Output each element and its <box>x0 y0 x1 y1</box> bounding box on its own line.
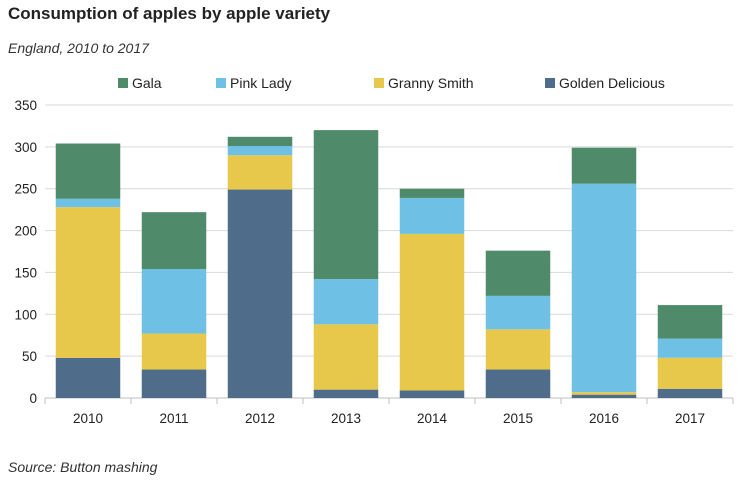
bar-granny-smith-2014 <box>399 233 465 391</box>
y-tick-label: 350 <box>14 98 37 113</box>
bar-golden-delicious-2012 <box>227 189 293 398</box>
bar-golden-delicious-2011 <box>141 369 207 398</box>
bar-granny-smith-2017 <box>657 357 723 389</box>
legend-label-pink-lady: Pink Lady <box>230 75 291 91</box>
legend-swatch-golden-delicious <box>545 78 555 88</box>
x-tick-label: 2010 <box>73 411 103 426</box>
bar-granny-smith-2012 <box>227 155 293 190</box>
legend-swatch-gala <box>118 78 128 88</box>
bar-gala-2017 <box>657 305 723 339</box>
x-tick-label: 2014 <box>417 411 448 426</box>
bar-gala-2010 <box>55 143 121 199</box>
bar-gala-2014 <box>399 188 465 198</box>
bar-granny-smith-2011 <box>141 333 207 370</box>
bar-golden-delicious-2017 <box>657 388 723 398</box>
bar-golden-delicious-2013 <box>313 389 379 398</box>
y-tick-label: 300 <box>14 140 37 155</box>
bar-pink-lady-2015 <box>485 295 551 330</box>
bar-gala-2011 <box>141 212 207 270</box>
bar-golden-delicious-2015 <box>485 369 551 398</box>
y-tick-label: 0 <box>29 391 37 406</box>
y-tick-label: 200 <box>14 224 37 239</box>
legend-swatch-pink-lady <box>216 78 226 88</box>
bar-granny-smith-2016 <box>571 392 637 395</box>
y-tick-label: 50 <box>22 349 37 364</box>
bar-granny-smith-2010 <box>55 207 121 358</box>
bar-pink-lady-2011 <box>141 269 207 334</box>
bar-pink-lady-2010 <box>55 198 121 208</box>
bar-gala-2013 <box>313 130 379 280</box>
bar-gala-2012 <box>227 136 293 147</box>
bar-pink-lady-2016 <box>571 183 637 393</box>
legend-label-golden-delicious: Golden Delicious <box>559 75 665 91</box>
chart-source: Source: Button mashing <box>8 459 158 475</box>
x-tick-label: 2016 <box>589 411 619 426</box>
bar-granny-smith-2015 <box>485 329 551 370</box>
bar-pink-lady-2012 <box>227 146 293 156</box>
legend-label-gala: Gala <box>132 75 162 91</box>
y-tick-label: 250 <box>14 182 37 197</box>
bar-granny-smith-2013 <box>313 324 379 390</box>
x-tick-label: 2017 <box>675 411 705 426</box>
y-tick-label: 150 <box>14 265 37 280</box>
bar-gala-2015 <box>485 250 551 296</box>
chart-title: Consumption of apples by apple variety <box>8 4 331 23</box>
x-tick-label: 2015 <box>503 411 533 426</box>
bar-golden-delicious-2010 <box>55 357 121 398</box>
x-tick-label: 2013 <box>331 411 361 426</box>
bar-pink-lady-2017 <box>657 338 723 358</box>
x-tick-label: 2012 <box>245 411 275 426</box>
bar-pink-lady-2014 <box>399 197 465 234</box>
bar-golden-delicious-2016 <box>571 394 637 398</box>
legend-swatch-granny-smith <box>374 78 384 88</box>
y-tick-label: 100 <box>14 307 37 322</box>
bar-pink-lady-2013 <box>313 279 379 325</box>
bar-golden-delicious-2014 <box>399 390 465 398</box>
x-tick-label: 2011 <box>159 411 188 426</box>
chart-subtitle: England, 2010 to 2017 <box>8 40 149 56</box>
legend-label-granny-smith: Granny Smith <box>388 75 474 91</box>
bar-gala-2016 <box>571 147 637 184</box>
